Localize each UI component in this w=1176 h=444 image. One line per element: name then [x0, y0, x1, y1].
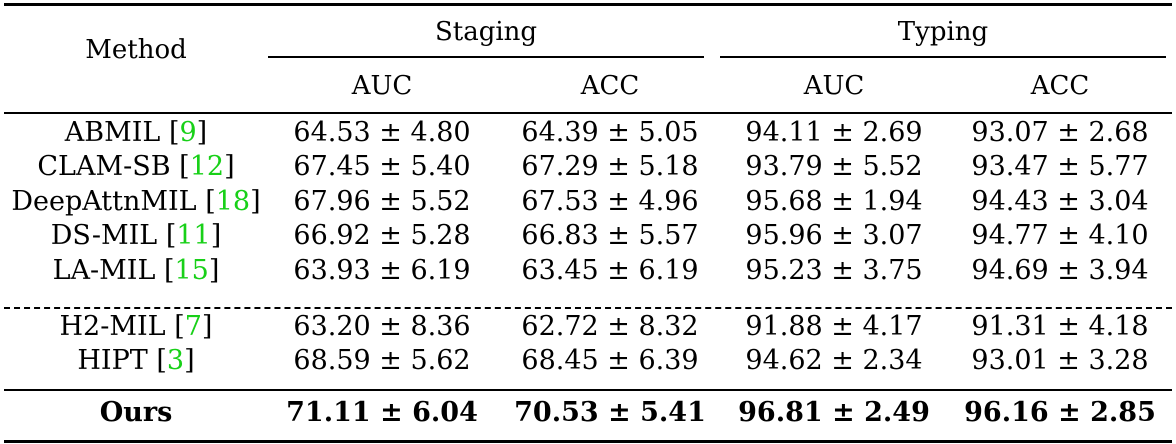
citation-link[interactable]: 15 — [174, 255, 209, 286]
value-cell: 93.79 ± 5.52 — [745, 151, 923, 182]
method-header: Method — [85, 35, 187, 65]
value-cell: 67.53 ± 4.96 — [521, 186, 699, 217]
method-cell: H2-MIL [7] — [59, 311, 213, 342]
value-cell: 93.47 ± 5.77 — [971, 151, 1149, 182]
value-cell: 95.68 ± 1.94 — [745, 186, 923, 217]
ours-rule — [4, 389, 1172, 391]
value-cell: 94.77 ± 4.10 — [971, 220, 1149, 251]
method-cell: ABMIL [9] — [64, 117, 208, 148]
method-cell: LA-MIL [15] — [52, 255, 220, 286]
method-name: ABMIL — [64, 117, 161, 148]
value-cell: 62.72 ± 8.32 — [521, 311, 699, 342]
method-name: DS-MIL — [50, 220, 158, 251]
method-name: LA-MIL — [52, 255, 156, 286]
typing-header: Typing — [897, 17, 989, 47]
method-name: CLAM-SB — [37, 151, 171, 182]
ours-value-cell: 96.16 ± 2.85 — [964, 397, 1156, 428]
value-cell: 93.07 ± 2.68 — [971, 117, 1149, 148]
value-cell: 66.92 ± 5.28 — [293, 220, 471, 251]
value-cell: 68.45 ± 6.39 — [521, 345, 699, 376]
value-cell: 95.23 ± 3.75 — [745, 255, 923, 286]
citation-link[interactable]: 9 — [179, 117, 197, 148]
ours-method-cell: Ours — [99, 397, 173, 428]
value-cell: 95.96 ± 3.07 — [745, 220, 923, 251]
citation-link[interactable]: 12 — [189, 151, 225, 182]
citation-link[interactable]: 11 — [176, 220, 211, 251]
value-cell: 94.43 ± 3.04 — [971, 186, 1149, 217]
staging-acc-header: ACC — [580, 71, 640, 101]
ours-value-cell: 96.81 ± 2.49 — [738, 397, 930, 428]
method-name: H2-MIL — [59, 311, 166, 342]
staging-auc-header: AUC — [351, 71, 413, 101]
typing-cmidrule — [720, 56, 1166, 58]
value-cell: 93.01 ± 3.28 — [971, 345, 1149, 376]
value-cell: 68.59 ± 5.62 — [293, 345, 471, 376]
method-name: HIPT — [77, 345, 148, 376]
value-cell: 66.83 ± 5.57 — [521, 220, 699, 251]
bottom-rule — [4, 440, 1172, 443]
value-cell: 91.88 ± 4.17 — [745, 311, 923, 342]
value-cell: 63.93 ± 6.19 — [293, 255, 471, 286]
citation-link[interactable]: 18 — [215, 186, 251, 217]
value-cell: 94.69 ± 3.94 — [971, 255, 1149, 286]
typing-acc-header: ACC — [1030, 71, 1090, 101]
value-cell: 64.39 ± 5.05 — [521, 117, 699, 148]
value-cell: 64.53 ± 4.80 — [293, 117, 471, 148]
top-rule — [4, 3, 1172, 6]
method-cell: CLAM-SB [12] — [37, 151, 235, 182]
value-cell: 94.11 ± 2.69 — [745, 117, 923, 148]
typing-auc-header: AUC — [803, 71, 865, 101]
ours-value-cell: 70.53 ± 5.41 — [514, 397, 706, 428]
method-cell: DS-MIL [11] — [50, 220, 222, 251]
method-cell: DeepAttnMIL [18] — [11, 186, 261, 217]
value-cell: 67.45 ± 5.40 — [293, 151, 471, 182]
value-cell: 63.45 ± 6.19 — [521, 255, 699, 286]
citation-link[interactable]: 3 — [166, 345, 185, 376]
staging-cmidrule — [268, 56, 704, 58]
ours-value-cell: 71.11 ± 6.04 — [286, 397, 478, 428]
method-name: DeepAttnMIL — [11, 186, 197, 217]
value-cell: 91.31 ± 4.18 — [971, 311, 1149, 342]
value-cell: 63.20 ± 8.36 — [293, 311, 471, 342]
value-cell: 67.96 ± 5.52 — [293, 186, 471, 217]
citation-link[interactable]: 7 — [184, 311, 202, 342]
value-cell: 67.29 ± 5.18 — [521, 151, 699, 182]
staging-header: Staging — [434, 17, 538, 47]
header-rule — [4, 112, 1172, 114]
value-cell: 94.62 ± 2.34 — [745, 345, 923, 376]
group-separator-dashed — [4, 307, 1172, 309]
method-cell: HIPT [3] — [77, 345, 195, 376]
